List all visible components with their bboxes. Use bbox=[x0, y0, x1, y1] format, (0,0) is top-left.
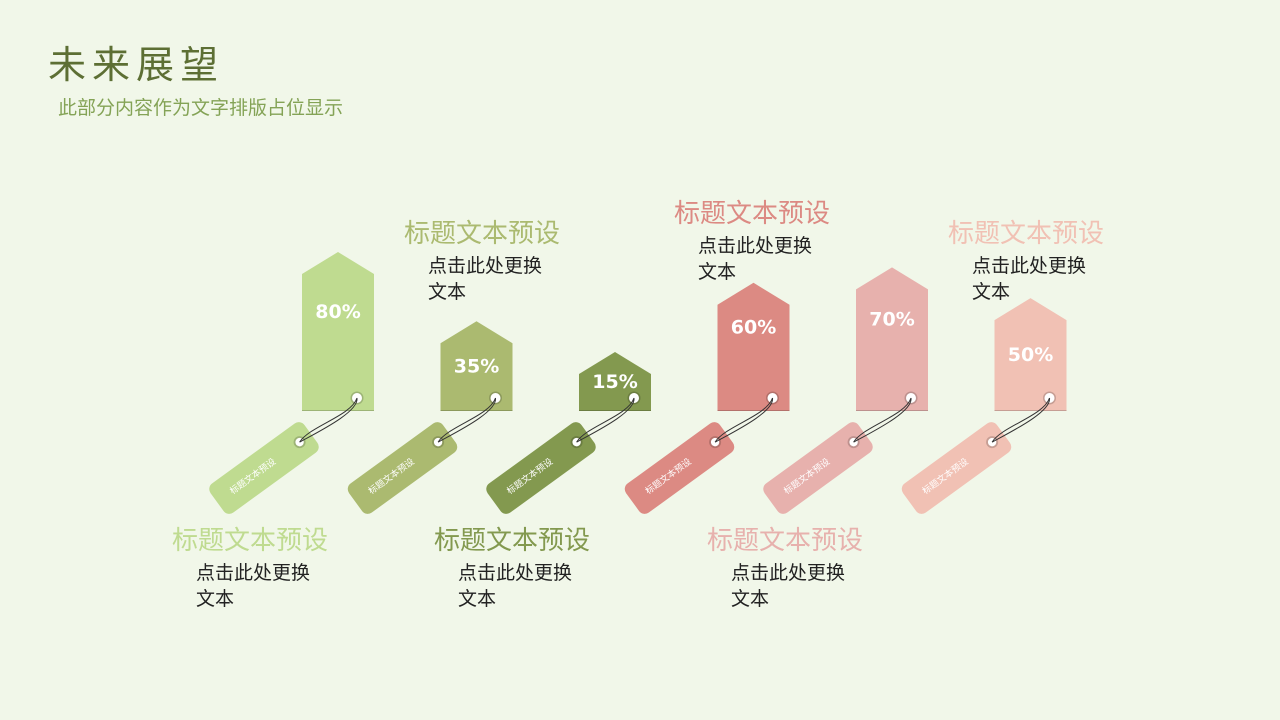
hanging-tag: 标题文本预设 bbox=[347, 422, 458, 514]
tag-string bbox=[576, 397, 635, 443]
annotation-4: 标题文本预设 点击此处更换文本 bbox=[674, 199, 894, 285]
annotation-title: 标题文本预设 bbox=[434, 526, 591, 556]
hanging-tag-body bbox=[763, 422, 873, 514]
annotation-1: 标题文本预设 点击此处更换文本 bbox=[172, 526, 392, 612]
annotation-title: 标题文本预设 bbox=[948, 219, 1105, 249]
hanging-tag-body bbox=[209, 422, 319, 514]
value-label: 70% bbox=[869, 309, 914, 331]
value-label: 80% bbox=[315, 301, 360, 323]
hanging-tag: 标题文本预设 bbox=[901, 422, 1012, 514]
value-label: 60% bbox=[731, 316, 776, 338]
hanging-tag-body bbox=[347, 422, 458, 514]
annotation-body[interactable]: 点击此处更换文本 bbox=[731, 562, 846, 610]
hanging-tag: 标题文本预设 bbox=[763, 422, 873, 514]
value-label: 15% bbox=[592, 371, 637, 393]
hanging-tag-body bbox=[486, 422, 596, 514]
tag-bar bbox=[440, 321, 513, 410]
annotation-title: 标题文本预设 bbox=[404, 219, 561, 249]
annotation-body[interactable]: 点击此处更换文本 bbox=[428, 255, 543, 303]
hanging-tag-body bbox=[624, 422, 735, 514]
annotation-title: 标题文本预设 bbox=[707, 526, 864, 556]
page-title: 未来展望 bbox=[48, 43, 225, 87]
annotation-body[interactable]: 点击此处更换文本 bbox=[196, 562, 311, 610]
hanging-tag: 标题文本预设 bbox=[209, 422, 319, 514]
tag-bar bbox=[717, 282, 790, 410]
page-subtitle: 此部分内容作为文字排版占位显示 bbox=[58, 97, 344, 119]
value-label: 50% bbox=[1008, 344, 1053, 366]
value-label: 35% bbox=[454, 356, 499, 378]
annotation-3: 标题文本预设 点击此处更换文本 bbox=[434, 526, 654, 612]
annotation-6: 标题文本预设 点击此处更换文本 bbox=[948, 219, 1168, 305]
tag-string bbox=[299, 397, 358, 443]
annotation-body[interactable]: 点击此处更换文本 bbox=[458, 562, 573, 610]
hanging-tag: 标题文本预设 bbox=[624, 422, 735, 514]
annotation-body[interactable]: 点击此处更换文本 bbox=[972, 255, 1087, 303]
tag-bar bbox=[856, 267, 928, 410]
annotation-title: 标题文本预设 bbox=[674, 199, 831, 229]
tag-string bbox=[714, 397, 774, 443]
tag-string bbox=[437, 397, 497, 443]
hanging-tag-body bbox=[901, 422, 1012, 514]
annotation-2: 标题文本预设 点击此处更换文本 bbox=[404, 219, 624, 305]
tag-string bbox=[991, 397, 1051, 443]
annotation-body[interactable]: 点击此处更换文本 bbox=[698, 235, 813, 283]
tag-bar bbox=[302, 252, 374, 410]
annotation-title: 标题文本预设 bbox=[172, 526, 329, 556]
tag-string bbox=[853, 397, 912, 443]
tag-bar bbox=[994, 298, 1067, 410]
hanging-tag: 标题文本预设 bbox=[486, 422, 596, 514]
annotation-5: 标题文本预设 点击此处更换文本 bbox=[707, 526, 927, 612]
